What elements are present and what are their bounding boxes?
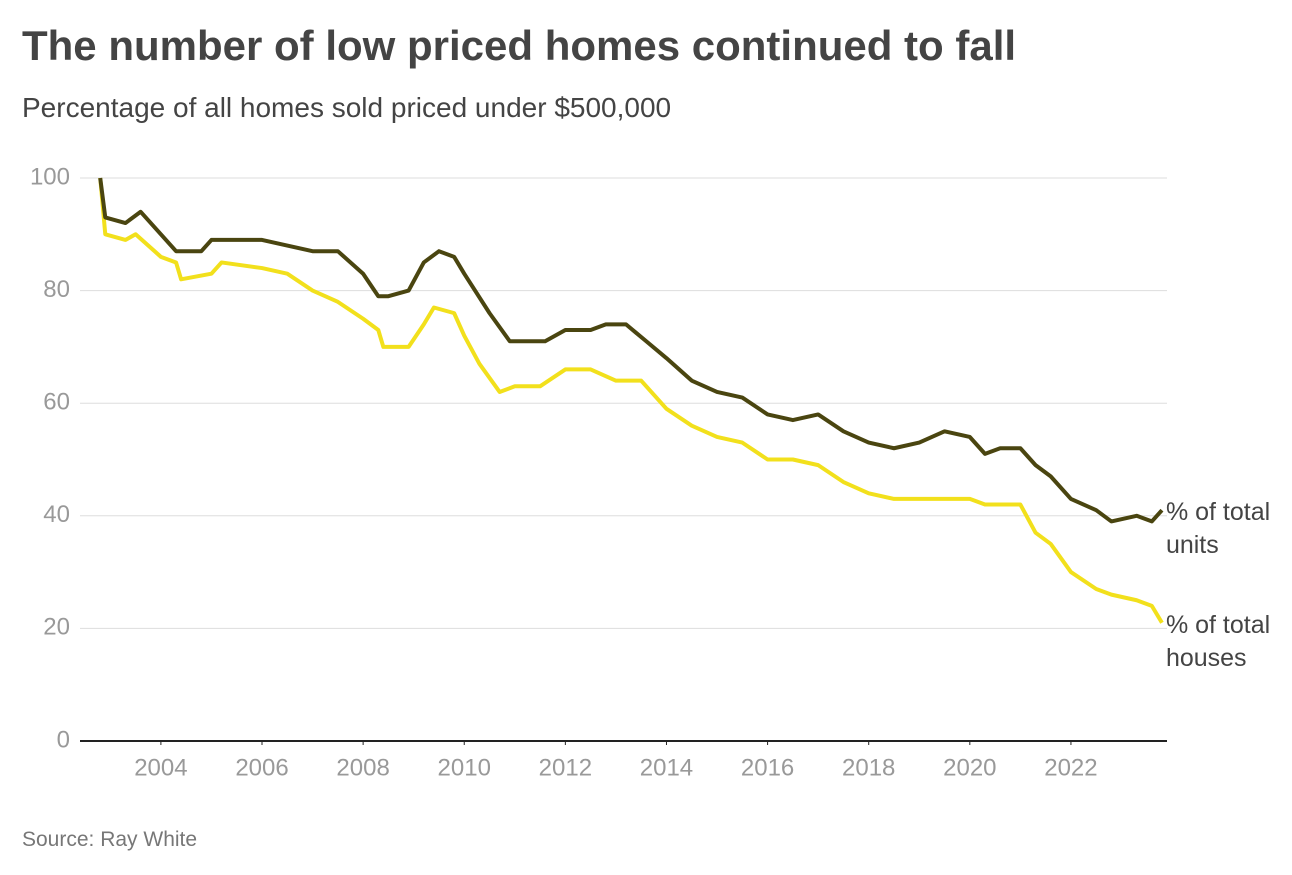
chart-title: The number of low priced homes continued…: [22, 22, 1017, 69]
source: Source: Ray White: [22, 828, 198, 851]
x-tick-label: 2018: [842, 754, 895, 781]
x-tick-label: 2020: [943, 754, 996, 781]
line-series: [98, 177, 1164, 524]
x-tick-label: 2010: [438, 754, 491, 781]
series-label: % of total units: [1165, 498, 1271, 560]
y-tick-label: 20: [43, 614, 70, 641]
y-tick-label: 0: [57, 726, 70, 753]
y-tick-label: 60: [43, 389, 70, 416]
y-tick-label: 80: [43, 276, 70, 303]
x-tick-label: 2008: [336, 754, 389, 781]
y-tick-label: 100: [30, 163, 70, 190]
x-tick-label: 2006: [235, 754, 288, 781]
x-tick-label: 2022: [1044, 754, 1097, 781]
x-tick-label: 2016: [741, 754, 794, 781]
chart-subtitle: Percentage of all homes sold priced unde…: [22, 92, 672, 123]
x-tick-label: 2014: [640, 754, 693, 781]
series-label: % of total houses: [1165, 610, 1271, 672]
x-tick-label: 2004: [134, 754, 187, 781]
line-series: [98, 177, 1164, 624]
y-tick-label: 40: [43, 501, 70, 528]
x-tick-label: 2012: [539, 754, 592, 781]
